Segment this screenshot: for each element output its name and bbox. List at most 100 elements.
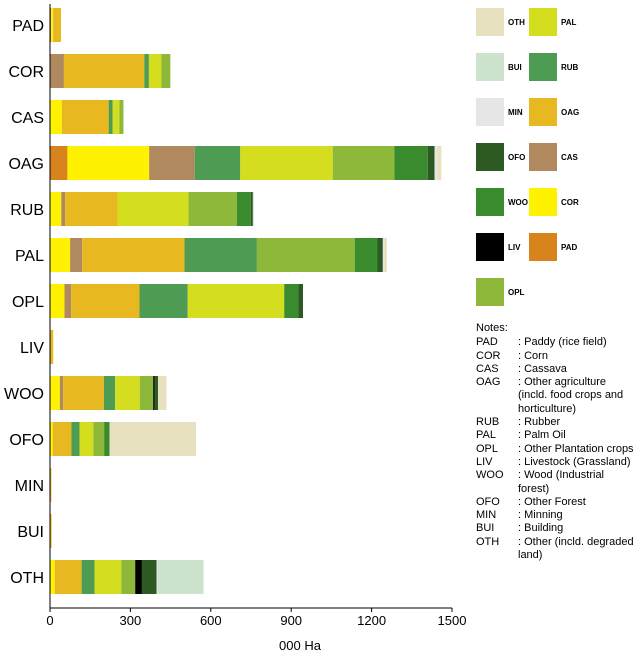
bar-rub-cor: [50, 192, 62, 226]
legend-label: BUI: [508, 62, 522, 72]
legend-label: OFO: [508, 152, 526, 162]
bar-pad-cor: [51, 8, 54, 42]
x-axis-title: 000 Ha: [279, 638, 322, 653]
x-tick-label: 300: [120, 613, 142, 628]
note-row: OFO: Other Forest: [476, 496, 636, 509]
note-description: : Palm Oil: [518, 429, 566, 442]
bar-bui-oag: [50, 514, 52, 548]
note-row: OTH: Other (incld. degraded land): [476, 536, 636, 563]
note-description: : Cassava: [518, 362, 567, 375]
legend-swatch: [476, 233, 504, 261]
legend-item-min: MIN: [476, 98, 523, 126]
bar-woo-liv: [153, 376, 155, 410]
legend-item-rub: RUB: [529, 53, 578, 81]
x-tick-label: 1200: [357, 613, 386, 628]
note-code: WOO: [476, 469, 504, 482]
category-label: OAG: [8, 156, 44, 173]
bar-cas-cor: [50, 100, 62, 134]
bar-woo-oth: [158, 376, 167, 410]
bar-oag-rub: [194, 146, 241, 180]
legend-item-oth: OTH: [476, 8, 525, 36]
bar-rub-cas: [61, 192, 66, 226]
notes-title: Notes:: [476, 322, 508, 334]
bar-rub-min: [252, 192, 255, 226]
bar-opl-cas: [64, 284, 72, 318]
legend-label: CAS: [561, 152, 578, 162]
bar-pal-min: [382, 238, 385, 272]
legend-label: RUB: [561, 62, 579, 72]
bar-oag-opl: [332, 146, 395, 180]
legend-label: WOO: [508, 197, 528, 207]
bar-cor-oag: [63, 54, 145, 88]
category-label: LIV: [20, 340, 44, 357]
bars-group: [50, 8, 442, 594]
bar-opl-ofo: [298, 284, 303, 318]
bar-pal-opl: [256, 238, 355, 272]
x-tick-label: 900: [280, 613, 302, 628]
bar-woo-oag: [63, 376, 104, 410]
bar-ofo-rub: [71, 422, 80, 456]
category-label: WOO: [4, 386, 44, 403]
note-row: COR: Corn: [476, 350, 636, 363]
note-description: : Rubber: [518, 416, 561, 429]
note-code: OPL: [476, 442, 499, 455]
bar-ofo-pal: [79, 422, 94, 456]
bar-cas-oag: [61, 100, 109, 134]
bar-oth-pal: [94, 560, 122, 594]
note-row: PAD: Paddy (rice field): [476, 336, 636, 349]
legend-swatch: [529, 233, 557, 261]
category-label: CAS: [11, 110, 44, 127]
note-description: : Other Plantation crops: [518, 442, 634, 455]
note-row: RUB: Rubber: [476, 416, 636, 429]
legend-item-bui: BUI: [476, 53, 522, 81]
bar-cor-rub: [144, 54, 149, 88]
category-label: BUI: [17, 524, 44, 541]
bar-opl-woo: [284, 284, 299, 318]
bar-oth-rub: [81, 560, 95, 594]
bar-oth-bui: [158, 560, 204, 594]
bar-woo-cor: [50, 376, 60, 410]
legend-label: OAG: [561, 107, 580, 117]
note-code: MIN: [476, 509, 497, 522]
bar-oag-pad: [50, 146, 68, 180]
note-code: OAG: [476, 376, 501, 389]
legend-label: LIV: [508, 242, 521, 252]
note-code: OTH: [476, 535, 500, 548]
legend-swatch: [529, 143, 557, 171]
bar-woo-rub: [103, 376, 116, 410]
legend-swatch: [476, 188, 504, 216]
x-axis: 0 300 600 900 1200 1500: [46, 4, 466, 628]
bar-woo-cas: [59, 376, 64, 410]
legend-item-liv: LIV: [476, 233, 520, 261]
bar-ofo-woo: [104, 422, 110, 456]
legend-swatch: [476, 278, 504, 306]
bar-woo-opl: [139, 376, 154, 410]
note-description: : Building: [518, 522, 564, 535]
bar-pal-oth: [384, 238, 387, 272]
notes-list: PAD: Paddy (rice field) COR: Corn CAS : Cas…: [476, 336, 636, 562]
legend-label: PAL: [561, 17, 577, 27]
legend-item-pal: PAL: [529, 8, 576, 36]
legend-swatch: [529, 8, 557, 36]
legend-swatch: [476, 143, 504, 171]
bar-cas-opl: [119, 100, 124, 134]
bar-pal-oag: [82, 238, 185, 272]
bar-oth-opl: [121, 560, 136, 594]
bar-oth-cor: [50, 560, 55, 594]
category-label: PAD: [12, 18, 44, 35]
note-row: MIN: Minning: [476, 509, 636, 522]
legend-swatch: [476, 53, 504, 81]
bar-cor-cas: [50, 54, 64, 88]
bar-cas-rub: [108, 100, 113, 134]
bar-oth-min: [156, 560, 159, 594]
bar-opl-oag: [71, 284, 140, 318]
note-description: : Other agriculture (incld. food crops a…: [518, 376, 624, 415]
bar-min-oag: [50, 468, 52, 502]
note-code: CAS: [476, 362, 499, 375]
legend-label: COR: [561, 197, 579, 207]
bar-rub-pal: [117, 192, 189, 226]
note-row: OAG : Other agriculture (incld. food crop…: [476, 376, 636, 416]
legend-item-pad: PAD: [529, 233, 577, 261]
note-code: PAL: [476, 429, 496, 442]
bar-pal-cas: [70, 238, 83, 272]
